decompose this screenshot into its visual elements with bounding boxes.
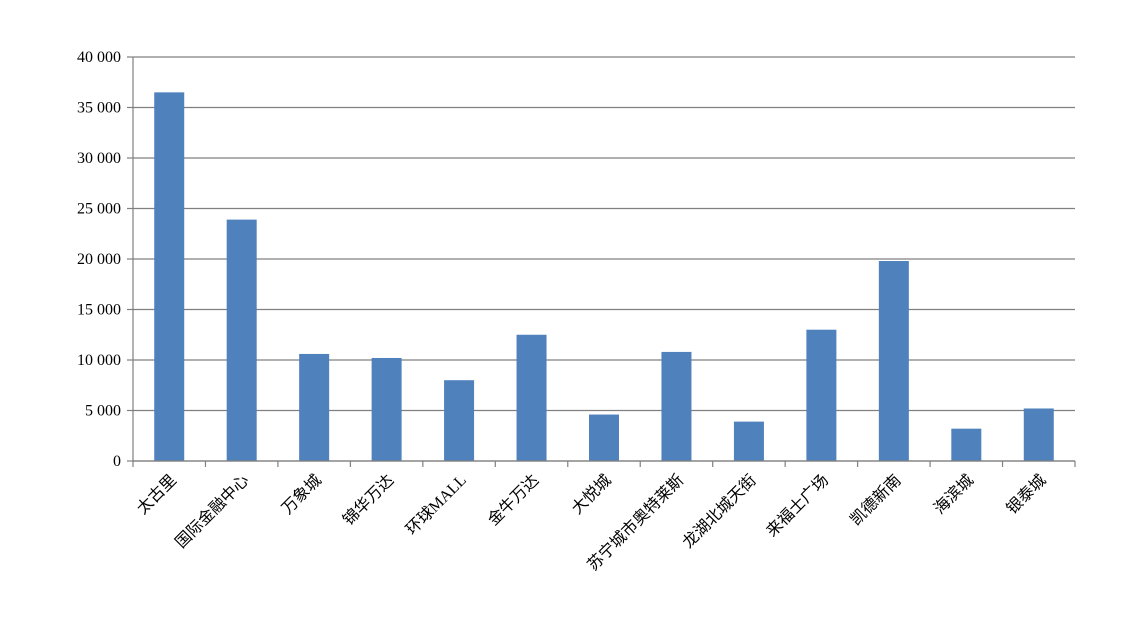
x-tick-label: 环球MALL [402, 471, 469, 538]
bar [806, 329, 837, 461]
bar [371, 357, 402, 461]
bar [661, 351, 692, 461]
y-tick-label: 10 000 [77, 352, 121, 369]
y-tick-label: 25 000 [77, 201, 121, 218]
bar [299, 353, 330, 461]
x-tick-label: 海滨城 [930, 471, 977, 518]
y-tick-label: 15 000 [77, 302, 121, 319]
x-tick-label: 凯德新南 [847, 471, 905, 529]
y-tick-label: 5 000 [85, 403, 121, 420]
x-tick-label: 大悦城 [568, 471, 615, 518]
bar [1023, 408, 1054, 461]
bar [951, 428, 982, 461]
x-tick-label: 太古里 [133, 471, 180, 518]
x-tick-label: 龙湖北城天街 [679, 471, 760, 552]
bar [154, 92, 185, 461]
x-tick-label: 金牛万达 [484, 471, 542, 529]
bar [878, 261, 909, 461]
bar [733, 421, 764, 461]
y-tick-label: 40 000 [77, 49, 121, 66]
y-tick-label: 35 000 [77, 100, 121, 117]
x-tick-label: 锦华万达 [339, 471, 397, 529]
x-tick-label: 来福士广场 [763, 471, 832, 540]
y-tick-label: 0 [113, 453, 121, 470]
bar [516, 334, 547, 461]
x-tick-label: 国际金融中心 [172, 471, 253, 552]
y-tick-label: 30 000 [77, 150, 121, 167]
bar [589, 414, 619, 461]
y-tick-label: 20 000 [77, 251, 121, 268]
bar [226, 219, 257, 461]
x-tick-label: 万象城 [278, 471, 325, 518]
bar [444, 380, 475, 461]
x-tick-label: 银泰城 [1003, 471, 1050, 518]
